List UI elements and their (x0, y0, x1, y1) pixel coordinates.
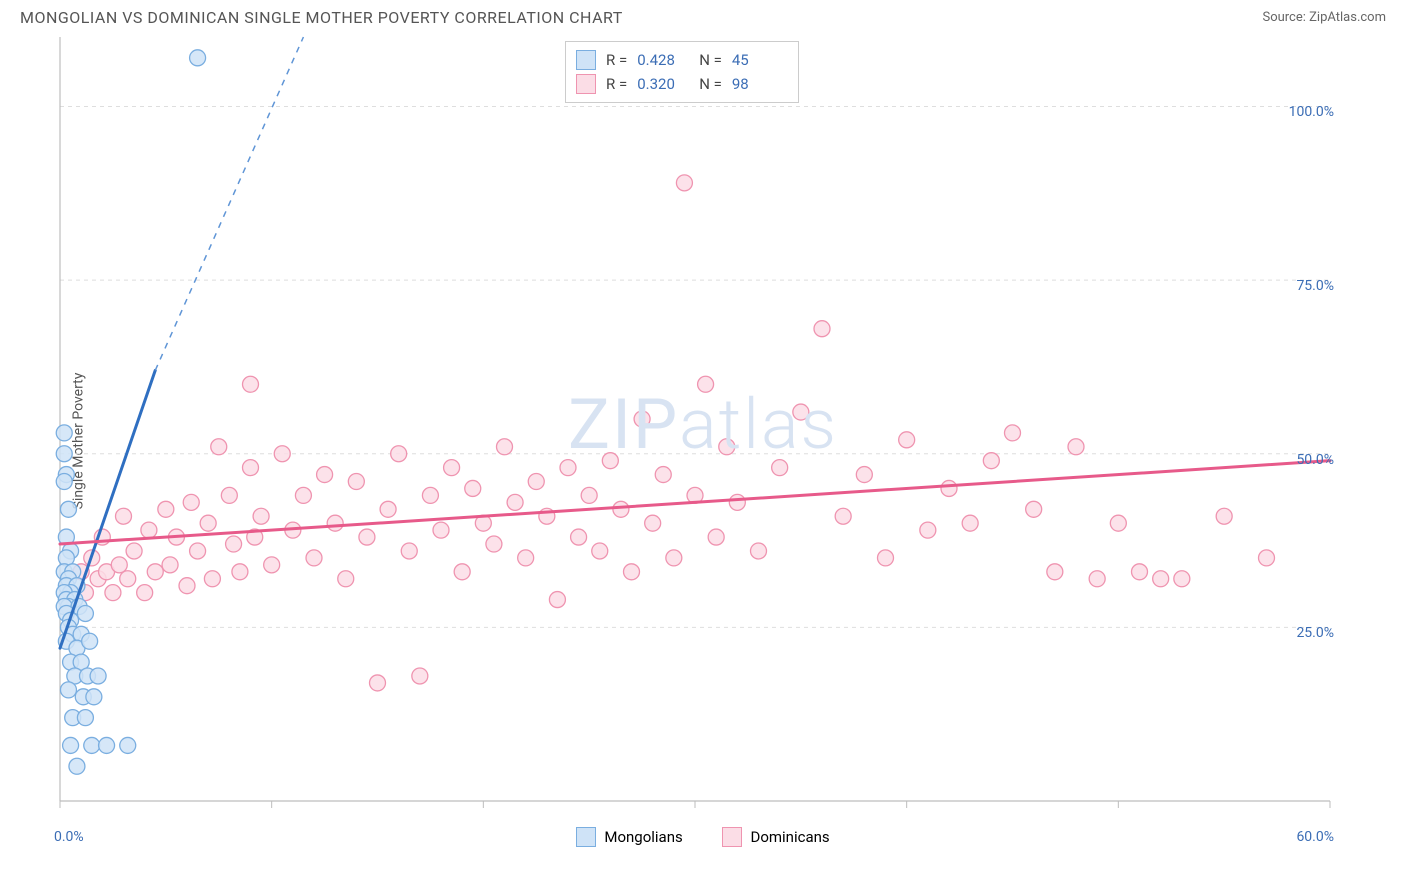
chart-source: Source: ZipAtlas.com (1262, 10, 1386, 25)
swatch-mongolians-b (576, 827, 596, 847)
y-tick-label: 75.0% (1296, 278, 1334, 294)
chart-title: MONGOLIAN VS DOMINICAN SINGLE MOTHER POV… (20, 8, 623, 27)
series-legend: Mongolians Dominicans (20, 827, 1386, 851)
chart-container: Single Mother Poverty ZIPatlas R = 0.428… (20, 31, 1386, 851)
chart-header: MONGOLIAN VS DOMINICAN SINGLE MOTHER POV… (0, 0, 1406, 31)
swatch-dominicans (576, 74, 596, 94)
swatch-dominicans-b (722, 827, 742, 847)
legend-row-mongolians: R = 0.428 N = 45 (576, 48, 784, 72)
swatch-mongolians (576, 50, 596, 70)
legend-item-mongolians: Mongolians (576, 827, 682, 847)
y-tick-label: 50.0% (1296, 452, 1334, 468)
y-tick-label: 100.0% (1289, 104, 1334, 120)
correlation-legend: R = 0.428 N = 45 R = 0.320 N = 98 (565, 41, 799, 103)
scatter-chart (20, 31, 1386, 851)
x-tick-label-max: 60.0% (1296, 829, 1334, 845)
legend-row-dominicans: R = 0.320 N = 98 (576, 72, 784, 96)
legend-item-dominicans: Dominicans (722, 827, 829, 847)
x-tick-label-min: 0.0% (54, 829, 84, 845)
y-tick-label: 25.0% (1296, 625, 1334, 641)
